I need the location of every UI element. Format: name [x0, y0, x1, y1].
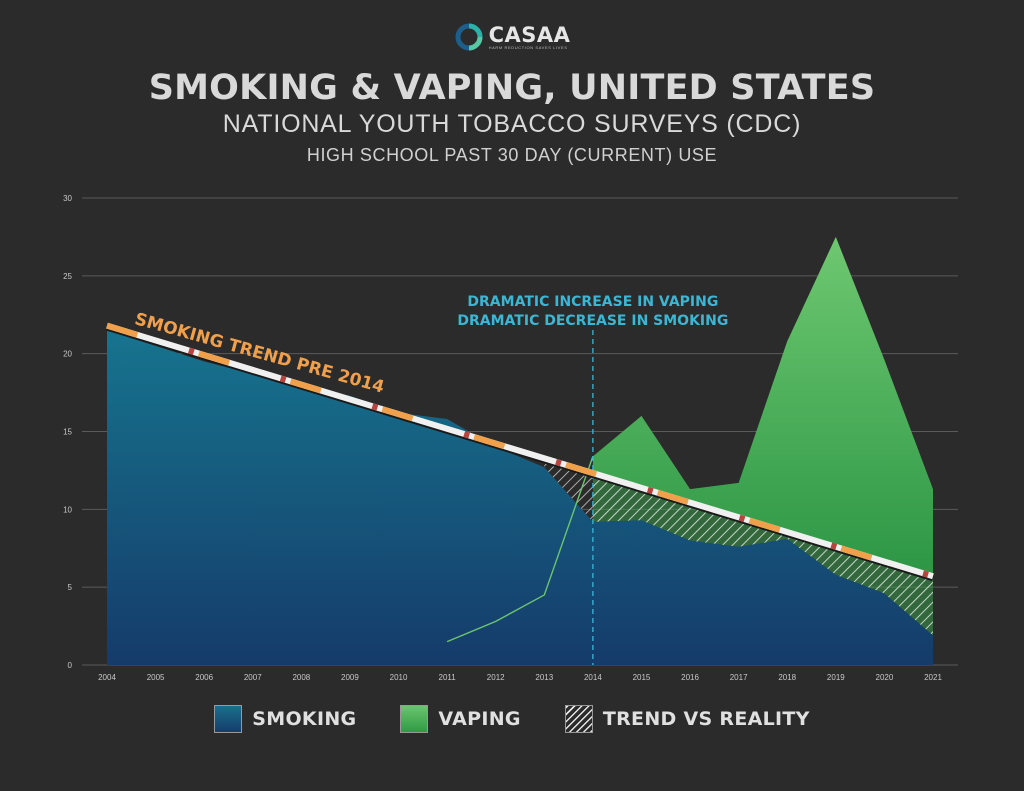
- casaa-ring-icon: [455, 23, 483, 51]
- smoking-area: [107, 330, 933, 665]
- x-tick-label: 2007: [244, 673, 262, 682]
- cigarette-filter: [289, 378, 322, 394]
- annotation-text-line: DRAMATIC DECREASE IN SMOKING: [457, 313, 728, 329]
- y-tick-label: 0: [68, 661, 73, 670]
- cigarette-tip: [738, 514, 746, 522]
- cigarette-filter: [381, 406, 414, 422]
- x-tick-label: 2017: [730, 673, 748, 682]
- annotation-text-line: DRAMATIC INCREASE IN VAPING: [467, 294, 718, 310]
- cigarette-tip: [279, 375, 287, 383]
- cigarette-tip: [555, 459, 562, 467]
- y-tick-label: 30: [63, 194, 72, 203]
- x-tick-label: 2015: [633, 673, 651, 682]
- y-tick-label: 5: [68, 583, 73, 592]
- x-tick-label: 2012: [487, 673, 505, 682]
- x-tick-label: 2008: [292, 673, 310, 682]
- legend-item-smoking: SMOKING: [214, 705, 356, 733]
- chart-subtitle: NATIONAL YOUTH TOBACCO SURVEYS (CDC): [222, 110, 802, 138]
- vaping-line: [446, 456, 594, 643]
- legend-swatch-trend: [564, 705, 593, 733]
- x-tick-label: 2006: [195, 673, 213, 682]
- legend-label-smoking: SMOKING: [252, 708, 357, 730]
- trend-vs-reality-hatch-2: [592, 473, 933, 636]
- x-tick-label: 2021: [924, 673, 942, 682]
- chart-subtitle-metric: HIGH SCHOOL PAST 30 DAY (CURRENT) USE: [306, 145, 718, 165]
- legend-item-vaping: VAPING: [400, 705, 521, 733]
- brand-tagline: HARM REDUCTION SAVES LIVES: [488, 44, 568, 50]
- x-tick-label: 2019: [827, 673, 845, 682]
- cigarette-filter: [748, 517, 781, 533]
- vaping-area: [592, 236, 933, 577]
- legend-item-trend: TREND VS REALITY: [564, 705, 810, 733]
- cigarette-filter: [106, 322, 139, 338]
- brand-name: CASAA: [488, 22, 571, 47]
- legend-label-trend: TREND VS REALITY: [602, 708, 810, 730]
- legend: SMOKING VAPING TREND VS REALITY: [0, 705, 1024, 733]
- y-tick-label: 15: [63, 428, 72, 437]
- chart-title: SMOKING & VAPING, UNITED STATES: [148, 68, 876, 108]
- cigarette-filter: [565, 462, 598, 477]
- cigarette-tip: [371, 403, 379, 411]
- cigarette-filter: [656, 489, 689, 505]
- trend-line: [106, 322, 934, 580]
- x-tick-label: 2005: [147, 673, 165, 682]
- cigarette-filter: [197, 350, 230, 366]
- cigarette-tip: [830, 542, 838, 550]
- x-tick-label: 2014: [584, 673, 602, 682]
- x-tick-label: 2009: [341, 673, 359, 682]
- x-tick-label: 2011: [439, 673, 457, 682]
- y-tick-label: 20: [63, 350, 72, 359]
- cigarette-tip: [463, 431, 471, 439]
- x-tick-label: 2018: [778, 673, 796, 682]
- cigarette-tip: [646, 486, 654, 495]
- cigarette-tip: [922, 570, 929, 578]
- cigarette-filter: [473, 434, 506, 450]
- logo: CASAA HARM REDUCTION SAVES LIVES: [0, 22, 1024, 52]
- legend-swatch-vaping: [400, 705, 429, 733]
- x-tick-label: 2016: [681, 673, 699, 682]
- legend-swatch-smoking: [214, 705, 243, 733]
- x-tick-label: 2004: [98, 673, 116, 682]
- legend-label-vaping: VAPING: [438, 708, 521, 730]
- cigarette-tip: [187, 347, 195, 355]
- x-tick-label: 2020: [876, 673, 894, 682]
- x-tick-label: 2010: [390, 673, 408, 682]
- y-tick-label: 25: [63, 272, 72, 281]
- x-tick-label: 2013: [535, 673, 553, 682]
- cigarette-filter: [840, 545, 873, 561]
- y-tick-label: 10: [63, 505, 72, 514]
